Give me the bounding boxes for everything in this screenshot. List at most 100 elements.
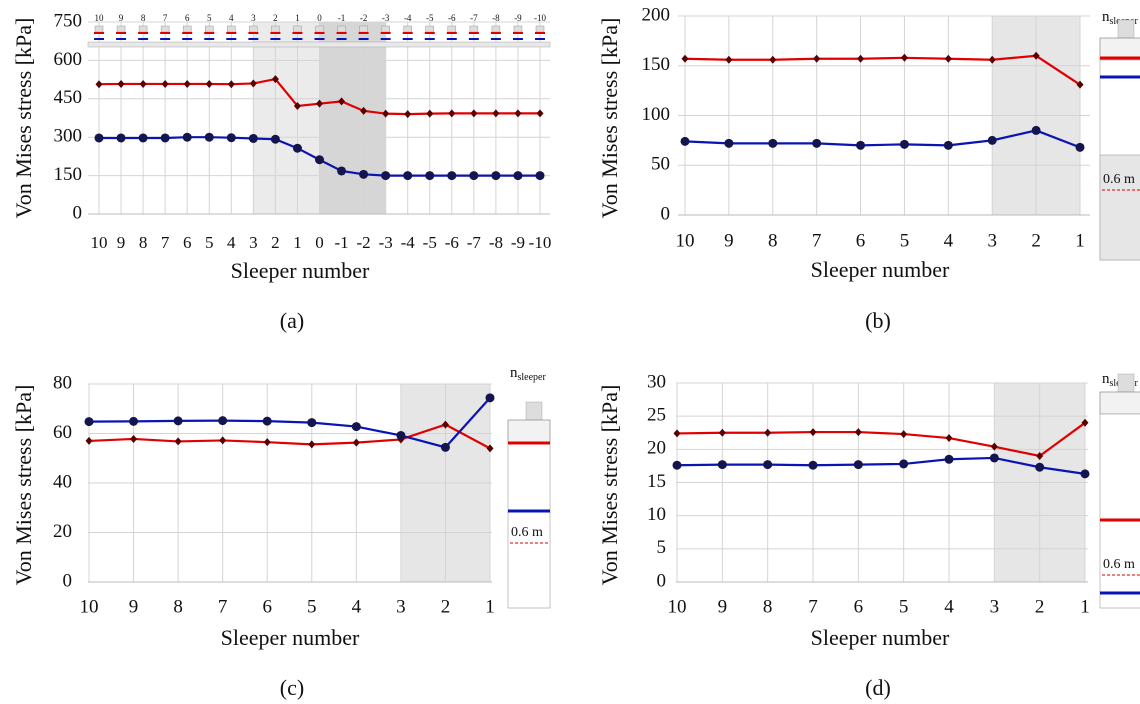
series-line [88,423,491,450]
schematic-sleeper [425,25,434,33]
marker [174,437,182,446]
schematic-sleeper [359,25,368,33]
marker [680,136,690,146]
schematic-sleeper [227,25,236,33]
x-tick-label: 5 [900,230,910,251]
marker [535,171,545,181]
schematic-sleeper [315,25,324,33]
y-tick-label: 60 [53,422,72,443]
x-tick-label: 7 [161,233,170,252]
marker [94,133,104,143]
marker [270,134,280,144]
marker [382,109,390,118]
marker [161,79,169,88]
marker [470,109,478,118]
shaded-zone [253,22,320,214]
marker [857,54,865,63]
x-tick-label: 7 [812,230,822,251]
marker [491,171,501,181]
marker [226,133,236,143]
marker [396,430,406,440]
x-tick-label: 1 [485,596,495,617]
shaded-zone [319,22,386,214]
marker [945,434,953,443]
marker [404,110,412,119]
schematic-sleeper [447,25,457,33]
marker [160,133,170,143]
x-tick-label: -6 [445,233,459,252]
y-tick-label: 10 [647,504,666,525]
marker [218,416,228,426]
x-tick-label: 4 [944,230,954,251]
x-tick-label: 5 [899,596,909,617]
marker [117,79,125,88]
inset-sleeper [1117,373,1135,393]
marker [485,393,495,403]
schematic-number: 4 [229,13,234,23]
marker [718,428,726,437]
schematic-sleeper [94,25,104,33]
marker [139,79,147,88]
x-tick-label: 10 [676,230,695,251]
panel-label: (b) [865,308,891,333]
x-axis-label: Sleeper number [231,258,370,283]
marker [769,55,777,64]
schematic-number: -1 [338,13,346,23]
schematic-number: -6 [448,13,456,23]
marker [1036,451,1044,460]
y-tick-label: 40 [53,471,72,492]
x-axis-label: Sleeper number [811,257,950,282]
marker [1031,125,1041,135]
schematic-sleeper [271,25,280,33]
marker [130,434,138,443]
schematic-number: 3 [251,13,256,23]
schematic-number: 10 [95,13,105,23]
marker [173,416,183,426]
y-tick-label: 80 [53,372,72,393]
marker [813,54,821,63]
marker [85,436,93,445]
marker [943,140,953,150]
y-tick-label: 450 [54,87,83,108]
schematic-sleeper [160,25,170,33]
x-tick-label: 2 [1035,596,1045,617]
marker [271,75,279,84]
inset-sleeper [1117,19,1135,39]
x-tick-label: 8 [139,233,148,252]
x-tick-label: -5 [423,233,437,252]
y-tick-label: 50 [651,154,670,175]
marker [900,430,908,439]
schematic-sleeper [381,25,390,33]
marker [486,444,494,453]
marker [681,54,689,63]
series-line [88,397,491,449]
x-tick-label: 10 [668,596,687,617]
panel-label: (a) [280,308,304,333]
marker [227,80,235,89]
schematic-number: -2 [360,13,368,23]
x-tick-label: 6 [856,230,866,251]
x-tick-label: 1 [1075,230,1085,251]
marker [447,171,457,181]
y-tick-label: 0 [661,203,671,224]
schematic-sleeper [403,25,412,33]
x-tick-label: 6 [854,596,864,617]
marker [724,138,734,148]
y-tick-label: 25 [647,405,666,426]
marker [1032,51,1040,60]
marker [441,420,449,429]
marker [856,140,866,150]
marker [360,106,368,115]
x-tick-label: -9 [511,233,525,252]
inset-dimension-label: 0.6 m [1103,172,1135,187]
marker [768,138,778,148]
x-tick-label: 2 [1031,230,1041,251]
marker [672,460,682,470]
x-tick-label: 3 [990,596,1000,617]
y-tick-label: 0 [63,570,73,591]
x-tick-label: 4 [352,596,362,617]
schematic-sleeper [138,25,148,33]
marker [448,109,456,118]
schematic-sleeper [116,25,126,33]
